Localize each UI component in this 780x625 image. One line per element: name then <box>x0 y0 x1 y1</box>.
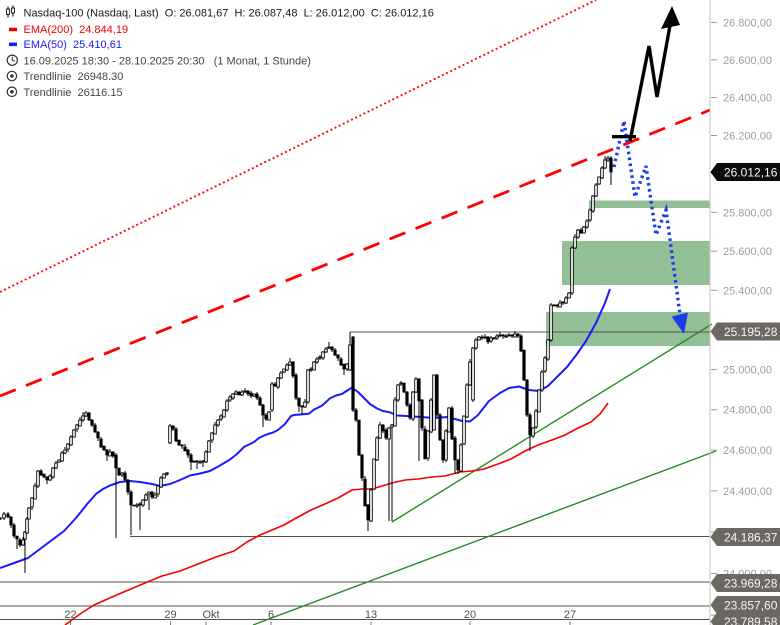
svg-text:22: 22 <box>64 609 76 621</box>
svg-text:13: 13 <box>365 609 377 621</box>
svg-text:26.400,00: 26.400,00 <box>723 93 772 105</box>
svg-text:23.969,28: 23.969,28 <box>724 577 778 591</box>
svg-text:Okt: Okt <box>202 609 219 621</box>
svg-text:26.800,00: 26.800,00 <box>723 17 772 29</box>
svg-text:24.800,00: 24.800,00 <box>723 405 772 417</box>
svg-text:EMA(50) 25.410,61: EMA(50) 25.410,61 <box>24 39 122 51</box>
svg-text:Trendlinie 26948.30: Trendlinie 26948.30 <box>24 71 124 83</box>
svg-text:25.800,00: 25.800,00 <box>723 207 772 219</box>
svg-text:24.400,00: 24.400,00 <box>723 486 772 498</box>
svg-text:EMA(200) 24.844,19: EMA(200) 24.844,19 <box>24 24 129 36</box>
svg-text:16.09.2025 18:30 - 28.10.2025: 16.09.2025 18:30 - 28.10.2025 20:30 (1 M… <box>24 55 311 67</box>
svg-text:26.012,16: 26.012,16 <box>724 166 778 180</box>
svg-text:20: 20 <box>464 609 476 621</box>
svg-text:26.600,00: 26.600,00 <box>723 55 772 67</box>
svg-text:23.857,60: 23.857,60 <box>724 599 778 613</box>
svg-text:Trendlinie 26116.15: Trendlinie 26116.15 <box>24 87 123 99</box>
svg-text:25.600,00: 25.600,00 <box>723 246 772 258</box>
svg-text:24.600,00: 24.600,00 <box>723 445 772 457</box>
svg-text:25.400,00: 25.400,00 <box>723 285 772 297</box>
svg-text:6: 6 <box>268 609 274 621</box>
svg-text:29: 29 <box>164 609 176 621</box>
svg-text:26.200,00: 26.200,00 <box>723 131 772 143</box>
svg-text:25.195,28: 25.195,28 <box>724 325 778 339</box>
svg-text:24.186,37: 24.186,37 <box>724 531 778 545</box>
svg-text:Nasdaq-100 (Nasdaq, Last) O:: Nasdaq-100 (Nasdaq, Last) O: 26.081,67 H… <box>24 7 434 19</box>
svg-text:27: 27 <box>564 609 576 621</box>
svg-text:25.000,00: 25.000,00 <box>723 365 772 377</box>
svg-text:23.789,58: 23.789,58 <box>724 615 778 625</box>
